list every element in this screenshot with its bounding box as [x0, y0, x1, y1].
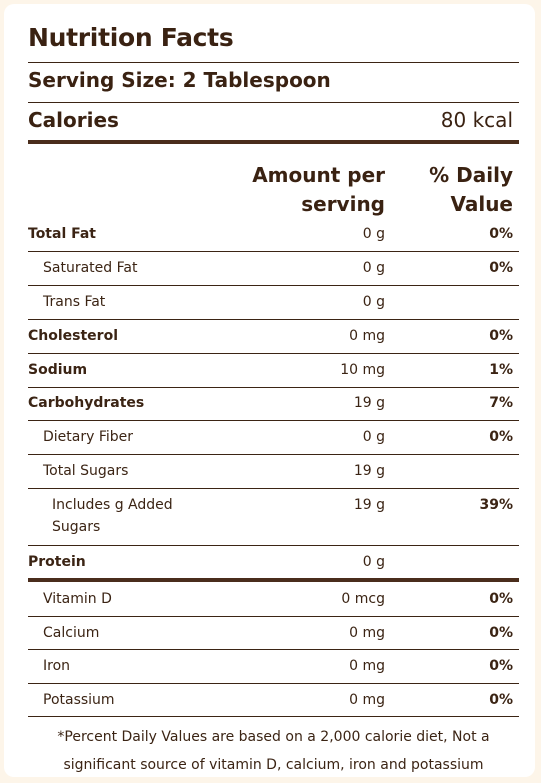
divider	[28, 683, 519, 684]
nutrient-name: Cholesterol	[28, 328, 118, 344]
nutrient-daily-value: 39%	[479, 497, 513, 513]
divider	[28, 420, 519, 421]
nutrient-name: Total Sugars	[43, 463, 129, 479]
divider	[28, 716, 519, 717]
divider	[28, 319, 519, 320]
calories-value: 80 kcal	[440, 108, 513, 132]
nutrient-name: Vitamin D	[43, 591, 112, 607]
nutrient-name: Potassium	[43, 692, 115, 708]
divider	[28, 353, 519, 354]
divider	[28, 102, 519, 103]
nutrient-name: Iron	[43, 658, 71, 674]
footnote: *Percent Daily Values are based on a 2,0…	[57, 729, 490, 773]
nutrient-amount: 0 g	[362, 226, 385, 242]
nutrient-daily-value: 0%	[489, 429, 513, 445]
label-title: Nutrition Facts	[28, 23, 234, 52]
nutrient-daily-value: 0%	[489, 260, 513, 276]
nutrient-amount: 0 mg	[349, 658, 385, 674]
nutrient-daily-value: 0%	[489, 692, 513, 708]
divider	[28, 62, 519, 63]
nutrient-amount: 0 g	[362, 554, 385, 570]
divider	[28, 616, 519, 617]
nutrient-amount: 0 mg	[349, 625, 385, 641]
nutrient-name: Trans Fat	[43, 294, 106, 310]
divider	[28, 454, 519, 455]
nutrient-daily-value: 0%	[489, 328, 513, 344]
nutrient-amount: 0 mg	[349, 692, 385, 708]
nutrient-daily-value: 7%	[489, 395, 513, 411]
nutrient-daily-value: 0%	[489, 625, 513, 641]
nutrient-daily-value: 1%	[489, 362, 513, 378]
divider	[28, 285, 519, 286]
nutrient-amount: 19 g	[353, 497, 385, 513]
nutrient-name: Carbohydrates	[28, 395, 145, 411]
nutrient-amount: 19 g	[353, 395, 385, 411]
nutrient-daily-value: 0%	[489, 658, 513, 674]
thick-divider	[28, 578, 519, 582]
nutrient-amount: 19 g	[353, 463, 385, 479]
divider	[28, 387, 519, 388]
nutrient-amount: 0 g	[362, 294, 385, 310]
nutrition-label-card: Nutrition Facts Serving Size: 2 Tablespo…	[4, 4, 535, 777]
calories-label: Calories	[28, 108, 119, 132]
nutrient-daily-value: 0%	[489, 591, 513, 607]
nutrient-name: Protein	[28, 554, 86, 570]
nutrient-amount: 0 mg	[349, 328, 385, 344]
nutrient-amount: 10 mg	[340, 362, 385, 378]
amount-per-serving-header: Amount per serving	[252, 163, 385, 216]
daily-value-header: % Daily Value	[429, 163, 513, 216]
nutrient-daily-value: 0%	[489, 226, 513, 242]
nutrient-amount: 0 g	[362, 429, 385, 445]
nutrient-name: Includes g Added Sugars	[52, 497, 173, 535]
divider	[28, 649, 519, 650]
nutrient-name: Calcium	[43, 625, 100, 641]
nutrient-name: Total Fat	[28, 226, 97, 242]
divider	[28, 545, 519, 546]
nutrient-name: Dietary Fiber	[43, 429, 134, 445]
divider	[28, 251, 519, 252]
divider	[28, 488, 519, 489]
thick-divider	[28, 140, 519, 144]
nutrient-name: Saturated Fat	[43, 260, 138, 276]
nutrient-name: Sodium	[28, 362, 88, 378]
serving-size: Serving Size: 2 Tablespoon	[28, 68, 331, 92]
nutrient-amount: 0 g	[362, 260, 385, 276]
nutrient-amount: 0 mcg	[341, 591, 385, 607]
